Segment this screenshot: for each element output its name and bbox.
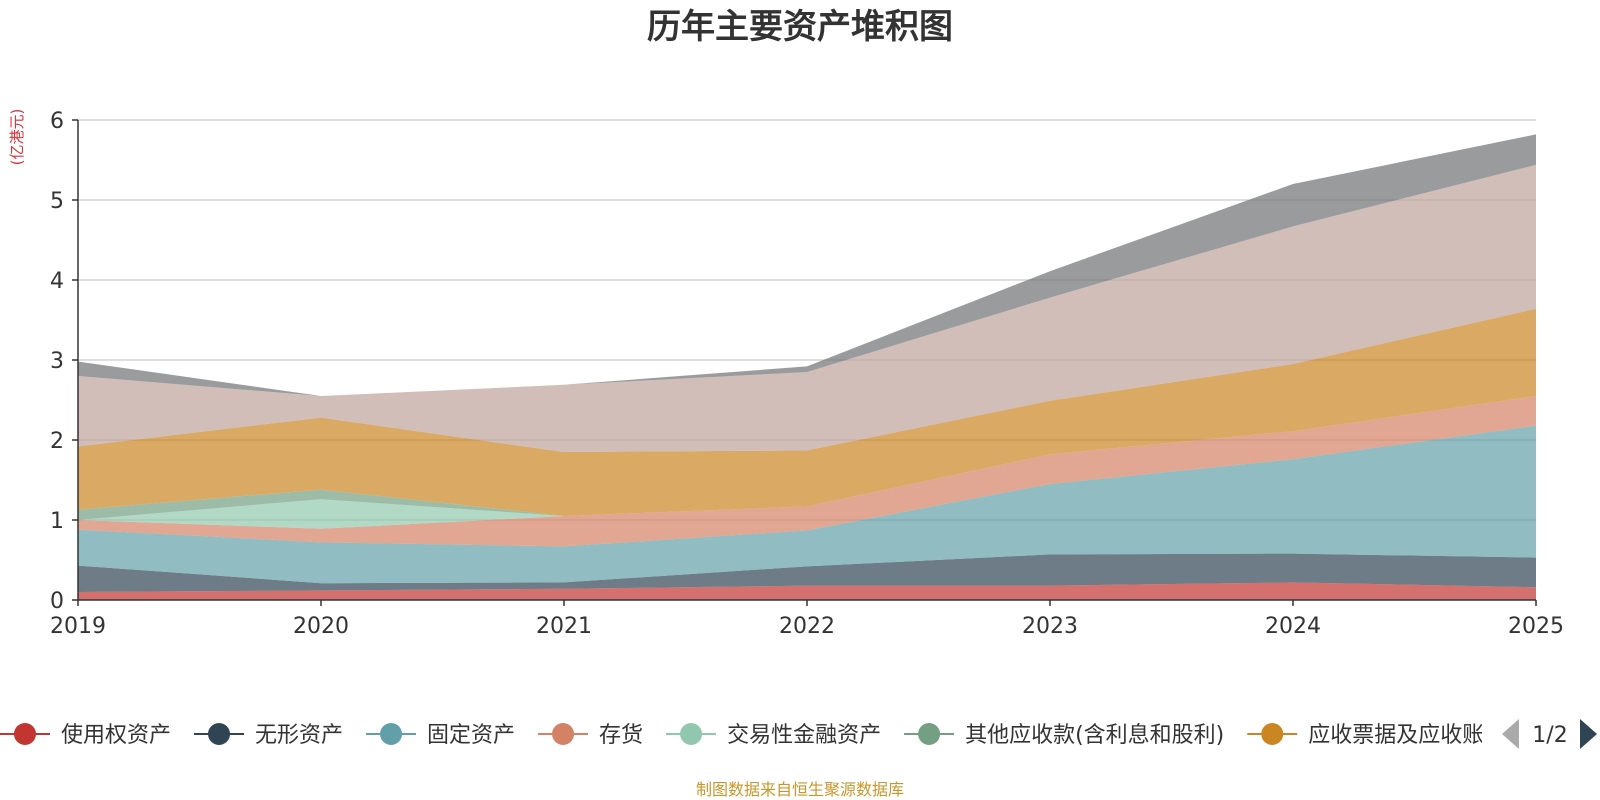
data-source-footer: 制图数据来自恒生聚源数据库: [696, 780, 904, 799]
x-tick-label-2020: 2020: [293, 614, 349, 639]
x-tick-label-2021: 2021: [536, 614, 592, 639]
legend-label: 固定资产: [427, 723, 515, 748]
legend-label: 无形资产: [255, 723, 343, 748]
legend-circle-icon: [680, 723, 703, 745]
legend-label: 存货: [599, 723, 643, 748]
legend-next-arrow-icon[interactable]: [1580, 719, 1597, 749]
y-tick-label-1: 1: [50, 509, 64, 534]
y-tick-label-2: 2: [50, 429, 64, 454]
legend-circle-icon: [208, 723, 231, 745]
legend-label: 使用权资产: [61, 723, 171, 748]
y-tick-label-6: 6: [50, 109, 64, 134]
legend-item-5[interactable]: 交易性金融资产: [666, 723, 881, 748]
x-tick-label-2022: 2022: [779, 614, 835, 639]
legend: 使用权资产 无形资产 固定资产 存货 交易性金融资产 其他应收款(含利息和股利) 应收票据及…: [0, 723, 1506, 748]
legend-circle-icon: [380, 723, 403, 745]
legend-circle-icon: [918, 723, 941, 745]
legend-prev-arrow-icon[interactable]: [1502, 719, 1519, 749]
y-tick-label-0: 0: [50, 589, 64, 614]
area-series-4: [78, 396, 1536, 547]
legend-circle-icon: [14, 723, 36, 745]
legend-page-indicator: 1/2: [1532, 723, 1567, 748]
legend-item-1[interactable]: 使用权资产: [0, 723, 171, 748]
x-tick-label-2025: 2025: [1508, 614, 1564, 639]
axes: 0 1 2 3 4 5 6 2019 2020 2021 2022 2023 2024 2025: [50, 109, 1564, 639]
area-series-5: [78, 396, 1536, 529]
legend-label: 其他应收款(含利息和股利): [965, 723, 1224, 748]
legend-label: 交易性金融资产: [727, 723, 881, 748]
area-series-3: [78, 425, 1536, 584]
legend-item-4[interactable]: 存货: [538, 723, 643, 748]
legend-item-2[interactable]: 无形资产: [194, 723, 343, 748]
legend-circle-icon: [552, 723, 575, 745]
legend-circle-icon: [1261, 723, 1284, 745]
y-axis-unit-label: (亿港元): [8, 109, 26, 166]
legend-item-3[interactable]: 固定资产: [366, 723, 515, 748]
legend-item-6[interactable]: 其他应收款(含利息和股利): [904, 723, 1224, 748]
y-tick-label-5: 5: [50, 189, 64, 214]
area-series-2: [78, 553, 1536, 592]
legend-label: 应收票据及应收账款: [1308, 723, 1506, 748]
x-tick-label-2023: 2023: [1022, 614, 1078, 639]
legend-pager: 1/2: [1502, 719, 1597, 749]
area-series-1: [78, 582, 1536, 600]
area-series-8: [78, 164, 1536, 453]
x-tick-label-2024: 2024: [1265, 614, 1321, 639]
area-series-7: [78, 308, 1536, 516]
y-tick-label-3: 3: [50, 349, 64, 374]
area-series-group: [78, 134, 1536, 600]
legend-item-7[interactable]: 应收票据及应收账款: [1247, 723, 1506, 748]
y-tick-label-4: 4: [50, 269, 64, 294]
chart-title: 历年主要资产堆积图: [647, 7, 953, 47]
x-tick-label-2019: 2019: [50, 614, 106, 639]
